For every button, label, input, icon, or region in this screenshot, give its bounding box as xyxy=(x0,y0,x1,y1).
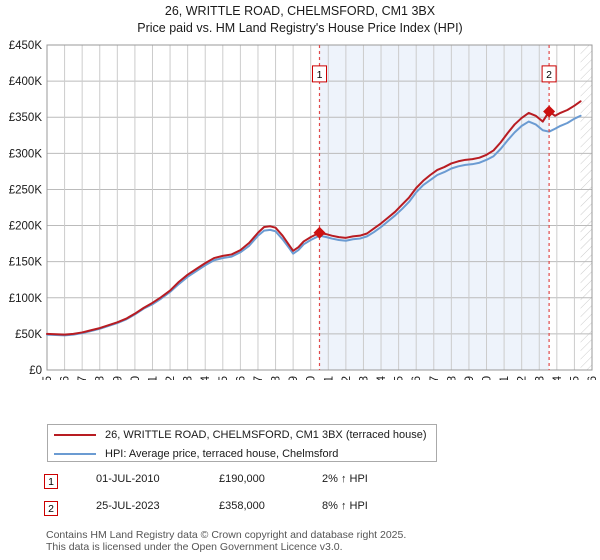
svg-text:1: 1 xyxy=(317,69,323,81)
svg-text:2026: 2026 xyxy=(587,376,599,380)
svg-text:2010: 2010 xyxy=(306,376,318,380)
svg-text:2000: 2000 xyxy=(130,376,142,380)
svg-text:2007: 2007 xyxy=(253,376,265,380)
svg-text:2020: 2020 xyxy=(482,376,494,380)
svg-text:2022: 2022 xyxy=(517,376,529,380)
price-index-line-chart: 1 2 £0 £50K £100K £150K £200K £250K £300K £350K £… xyxy=(9,40,599,380)
svg-text:1996: 1996 xyxy=(60,376,72,380)
svg-text:2013: 2013 xyxy=(358,376,370,380)
svg-text:£300K: £300K xyxy=(9,148,43,160)
svg-text:£200K: £200K xyxy=(9,221,43,233)
svg-text:2002: 2002 xyxy=(165,376,177,380)
page-title: 26, WRITTLE ROAD, CHELMSFORD, CM1 3BX Pr… xyxy=(0,3,600,37)
transaction-hpi-delta-2: 8% ↑ HPI xyxy=(322,500,368,512)
transaction-price-1: £190,000 xyxy=(219,473,265,485)
chart-title: 26, WRITTLE ROAD, CHELMSFORD, CM1 3BX xyxy=(164,4,436,18)
legend-item-hpi: HPI: Average price, terraced house, Chel… xyxy=(48,445,436,463)
transaction-date-2: 25-JUL-2023 xyxy=(96,500,160,512)
svg-text:£400K: £400K xyxy=(9,76,43,88)
svg-text:2003: 2003 xyxy=(183,376,195,380)
svg-text:2015: 2015 xyxy=(394,376,406,380)
svg-text:2005: 2005 xyxy=(218,376,230,380)
svg-text:2014: 2014 xyxy=(376,375,388,380)
svg-text:2018: 2018 xyxy=(446,376,458,380)
svg-text:£150K: £150K xyxy=(9,257,43,269)
svg-text:2009: 2009 xyxy=(288,376,300,380)
chart-legend: 26, WRITTLE ROAD, CHELMSFORD, CM1 3BX (t… xyxy=(47,424,437,462)
table-row: 2 25-JUL-2023 £358,000 8% ↑ HPI xyxy=(44,499,514,526)
transaction-badge-2: 2 xyxy=(44,501,58,516)
svg-text:2025: 2025 xyxy=(569,376,581,380)
legend-item-price-paid: 26, WRITTLE ROAD, CHELMSFORD, CM1 3BX (t… xyxy=(48,426,436,444)
svg-text:1998: 1998 xyxy=(95,376,107,380)
svg-text:2016: 2016 xyxy=(411,376,423,380)
svg-text:£450K: £450K xyxy=(9,40,43,52)
footer-line-2: This data is licensed under the Open Gov… xyxy=(46,541,343,553)
footer-line-1: Contains HM Land Registry data © Crown c… xyxy=(46,529,407,541)
svg-text:£250K: £250K xyxy=(9,184,43,196)
transaction-price-2: £358,000 xyxy=(219,500,265,512)
svg-text:2008: 2008 xyxy=(271,376,283,380)
svg-text:1997: 1997 xyxy=(77,376,89,380)
legend-label-price-paid: 26, WRITTLE ROAD, CHELMSFORD, CM1 3BX (t… xyxy=(105,429,427,441)
svg-text:£100K: £100K xyxy=(9,293,43,305)
transaction-hpi-delta-1: 2% ↑ HPI xyxy=(322,473,368,485)
svg-text:£0: £0 xyxy=(29,365,42,377)
legend-line-blue-icon xyxy=(54,453,96,455)
svg-text:2004: 2004 xyxy=(200,375,212,380)
svg-text:2012: 2012 xyxy=(341,376,353,380)
svg-text:2021: 2021 xyxy=(499,376,511,380)
transactions-table: 1 01-JUL-2010 £190,000 2% ↑ HPI 2 25-JUL… xyxy=(44,472,514,526)
svg-text:£350K: £350K xyxy=(9,112,43,124)
svg-text:1999: 1999 xyxy=(112,376,124,380)
svg-text:2019: 2019 xyxy=(464,376,476,380)
chart-subtitle: Price paid vs. HM Land Registry's House … xyxy=(137,21,463,35)
svg-text:2006: 2006 xyxy=(235,376,247,380)
svg-text:1995: 1995 xyxy=(42,376,54,380)
svg-text:£50K: £50K xyxy=(15,329,42,341)
svg-text:2024: 2024 xyxy=(552,375,564,380)
legend-line-red-icon xyxy=(54,434,96,436)
chart-plot-area: 1 2 £0 £50K £100K £150K £200K £250K £300K £350K £… xyxy=(0,40,600,380)
transaction-date-1: 01-JUL-2010 xyxy=(96,473,160,485)
svg-text:2: 2 xyxy=(546,69,552,81)
svg-text:2011: 2011 xyxy=(323,376,335,380)
copyright-footer: Contains HM Land Registry data © Crown c… xyxy=(46,529,586,553)
table-row: 1 01-JUL-2010 £190,000 2% ↑ HPI xyxy=(44,472,514,499)
transaction-badge-1: 1 xyxy=(44,474,58,489)
svg-text:2023: 2023 xyxy=(534,376,546,380)
svg-text:2017: 2017 xyxy=(429,376,441,380)
svg-text:2001: 2001 xyxy=(147,376,159,380)
legend-label-hpi: HPI: Average price, terraced house, Chel… xyxy=(105,448,339,460)
